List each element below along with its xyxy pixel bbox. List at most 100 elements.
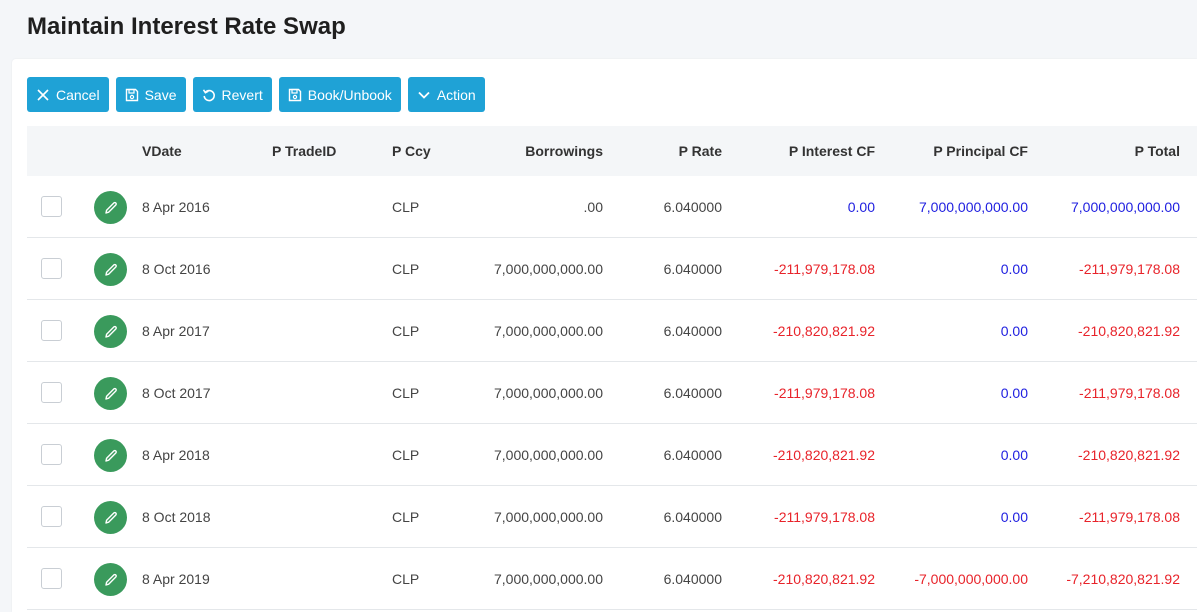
column-header-borrowings[interactable]: Borrowings bbox=[525, 143, 603, 159]
pencil-icon bbox=[104, 387, 117, 400]
row-edit-button[interactable] bbox=[94, 439, 127, 472]
floppy-disk-icon bbox=[288, 88, 301, 101]
column-header-rate[interactable]: P Rate bbox=[678, 143, 722, 159]
cell-rate: 6.040000 bbox=[663, 570, 722, 587]
cell-borrowings: 7,000,000,000.00 bbox=[494, 570, 603, 587]
cell-principal-cf: 0.00 bbox=[1000, 384, 1028, 401]
cell-ccy: CLP bbox=[392, 570, 420, 587]
cell-borrowings: 7,000,000,000.00 bbox=[494, 384, 603, 401]
table-row: 8 Apr 2019 CLP 7,000,000,000.00 6.040000… bbox=[27, 548, 1197, 610]
chevron-down-icon bbox=[418, 91, 430, 99]
row-checkbox[interactable] bbox=[41, 320, 62, 341]
cell-total: -211,979,178.08 bbox=[1079, 384, 1180, 401]
table-row: 8 Oct 2017 CLP 7,000,000,000.00 6.040000… bbox=[27, 362, 1197, 424]
cell-interest-cf: -211,979,178.08 bbox=[774, 260, 875, 277]
cell-borrowings: 7,000,000,000.00 bbox=[494, 260, 603, 277]
revert-button[interactable]: Revert bbox=[192, 77, 272, 112]
pencil-icon bbox=[104, 325, 117, 338]
row-checkbox[interactable] bbox=[41, 444, 62, 465]
cell-rate: 6.040000 bbox=[663, 508, 722, 525]
cell-vdate: 8 Oct 2017 bbox=[142, 384, 211, 401]
cell-borrowings: 7,000,000,000.00 bbox=[494, 322, 603, 339]
row-edit-button[interactable] bbox=[94, 315, 127, 348]
cell-interest-cf: 0.00 bbox=[847, 198, 875, 215]
cell-principal-cf: 0.00 bbox=[1000, 508, 1028, 525]
cell-ccy: CLP bbox=[392, 508, 420, 525]
cell-interest-cf: -211,979,178.08 bbox=[774, 508, 875, 525]
cell-borrowings: 7,000,000,000.00 bbox=[494, 508, 603, 525]
cancel-button-label: Cancel bbox=[56, 86, 100, 103]
table-row: 8 Apr 2016 CLP .00 6.040000 0.00 7,000,0… bbox=[27, 176, 1197, 238]
cell-total: -7,210,820,821.92 bbox=[1066, 570, 1180, 587]
page-title: Maintain Interest Rate Swap bbox=[27, 13, 346, 40]
cell-vdate: 8 Apr 2019 bbox=[142, 570, 210, 587]
cell-ccy: CLP bbox=[392, 446, 420, 463]
book-unbook-button[interactable]: Book/Unbook bbox=[278, 77, 401, 112]
cell-trade-id bbox=[272, 548, 362, 609]
column-header-principal-cf[interactable]: P Principal CF bbox=[933, 143, 1028, 159]
toolbar: Cancel Save Revert Book/Unbook Action bbox=[27, 77, 485, 112]
row-checkbox[interactable] bbox=[41, 506, 62, 527]
row-checkbox[interactable] bbox=[41, 568, 62, 589]
swap-table: VDate P TradeID P Ccy Borrowings P Rate … bbox=[27, 126, 1197, 610]
row-checkbox[interactable] bbox=[41, 196, 62, 217]
row-edit-button[interactable] bbox=[94, 563, 127, 596]
cell-principal-cf: 0.00 bbox=[1000, 322, 1028, 339]
cell-total: 7,000,000,000.00 bbox=[1071, 198, 1180, 215]
table-body: 8 Apr 2016 CLP .00 6.040000 0.00 7,000,0… bbox=[27, 176, 1197, 610]
cell-vdate: 8 Apr 2017 bbox=[142, 322, 210, 339]
action-button[interactable]: Action bbox=[407, 77, 485, 112]
undo-icon bbox=[202, 88, 215, 101]
column-header-ccy[interactable]: P Ccy bbox=[392, 143, 431, 159]
cell-vdate: 8 Oct 2016 bbox=[142, 260, 211, 277]
cell-trade-id bbox=[272, 238, 362, 299]
pencil-icon bbox=[104, 511, 117, 524]
save-button-label: Save bbox=[144, 86, 177, 103]
row-checkbox[interactable] bbox=[41, 258, 62, 279]
row-edit-button[interactable] bbox=[94, 253, 127, 286]
row-edit-button[interactable] bbox=[94, 377, 127, 410]
cell-vdate: 8 Apr 2018 bbox=[142, 446, 210, 463]
cell-borrowings: 7,000,000,000.00 bbox=[494, 446, 603, 463]
cell-interest-cf: -210,820,821.92 bbox=[773, 570, 875, 587]
pencil-icon bbox=[104, 201, 117, 214]
table-row: 8 Apr 2017 CLP 7,000,000,000.00 6.040000… bbox=[27, 300, 1197, 362]
cell-ccy: CLP bbox=[392, 384, 420, 401]
row-edit-button[interactable] bbox=[94, 191, 127, 224]
cell-rate: 6.040000 bbox=[663, 322, 722, 339]
cell-total: -211,979,178.08 bbox=[1079, 260, 1180, 277]
row-checkbox[interactable] bbox=[41, 382, 62, 403]
cell-vdate: 8 Apr 2016 bbox=[142, 198, 210, 215]
cell-total: -210,820,821.92 bbox=[1078, 446, 1180, 463]
cell-trade-id bbox=[272, 486, 362, 547]
main-panel: Cancel Save Revert Book/Unbook Action VD… bbox=[12, 59, 1197, 612]
table-row: 8 Oct 2018 CLP 7,000,000,000.00 6.040000… bbox=[27, 486, 1197, 548]
cell-interest-cf: -210,820,821.92 bbox=[773, 322, 875, 339]
cell-borrowings: .00 bbox=[583, 198, 603, 215]
pencil-icon bbox=[104, 263, 117, 276]
cell-rate: 6.040000 bbox=[663, 446, 722, 463]
column-header-vdate[interactable]: VDate bbox=[142, 143, 182, 159]
cell-principal-cf: 0.00 bbox=[1000, 446, 1028, 463]
cell-principal-cf: 0.00 bbox=[1000, 260, 1028, 277]
table-header: VDate P TradeID P Ccy Borrowings P Rate … bbox=[27, 126, 1197, 176]
cell-rate: 6.040000 bbox=[663, 260, 722, 277]
column-header-total[interactable]: P Total bbox=[1134, 143, 1180, 159]
cell-principal-cf: 7,000,000,000.00 bbox=[919, 198, 1028, 215]
cell-trade-id bbox=[272, 424, 362, 485]
table-row: 8 Apr 2018 CLP 7,000,000,000.00 6.040000… bbox=[27, 424, 1197, 486]
cancel-button[interactable]: Cancel bbox=[27, 77, 109, 112]
save-button[interactable]: Save bbox=[115, 77, 186, 112]
cell-trade-id bbox=[272, 300, 362, 361]
cell-ccy: CLP bbox=[392, 322, 420, 339]
action-button-label: Action bbox=[436, 86, 476, 103]
column-header-interest-cf[interactable]: P Interest CF bbox=[788, 143, 875, 159]
floppy-disk-icon bbox=[125, 88, 138, 101]
cell-trade-id bbox=[272, 362, 362, 423]
cell-ccy: CLP bbox=[392, 260, 420, 277]
book-unbook-button-label: Book/Unbook bbox=[307, 86, 392, 103]
column-header-trade-id[interactable]: P TradeID bbox=[272, 143, 337, 159]
revert-button-label: Revert bbox=[221, 86, 263, 103]
cell-interest-cf: -210,820,821.92 bbox=[773, 446, 875, 463]
row-edit-button[interactable] bbox=[94, 501, 127, 534]
